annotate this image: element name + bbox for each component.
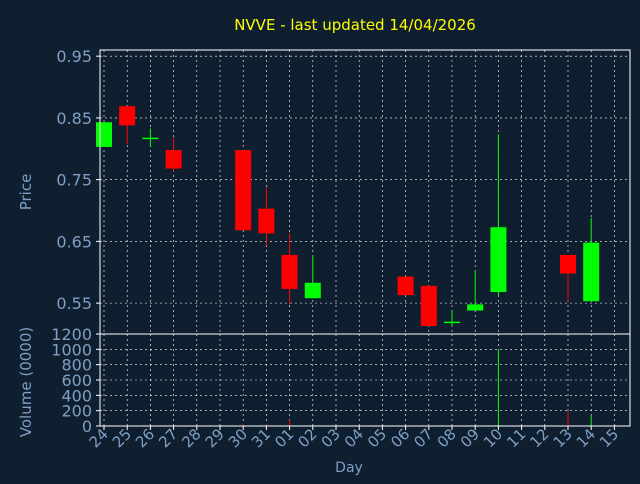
- candle-body: [397, 276, 414, 296]
- candle-08: [444, 310, 460, 326]
- price-tick-label: 0.55: [56, 294, 92, 313]
- candle-06: [397, 276, 414, 296]
- volume-tick-label: 1200: [51, 325, 92, 344]
- candle-body: [235, 150, 252, 231]
- price-frame: [99, 49, 631, 335]
- chart-title: NVVE - last updated 14/04/2026: [234, 16, 476, 34]
- candle-27: [165, 137, 182, 172]
- price-tick-label: 0.85: [56, 109, 92, 128]
- candle-01: [281, 233, 298, 305]
- candle-02: [304, 254, 321, 299]
- candle-body: [165, 150, 182, 169]
- candle-31: [258, 187, 275, 246]
- candle-body: [583, 242, 600, 302]
- candle-body: [96, 122, 112, 147]
- volume-tick-label: 200: [61, 402, 92, 421]
- x-axis-label: Day: [335, 460, 363, 476]
- volume-tick-label: 800: [61, 356, 92, 375]
- candle-body: [444, 321, 460, 324]
- candle-26: [142, 128, 159, 147]
- candle-body: [258, 208, 275, 234]
- price-axis-label: Price: [17, 174, 35, 211]
- candle-body: [420, 285, 437, 326]
- volume-tick-label: 1000: [51, 340, 92, 359]
- candle-13: [560, 254, 576, 302]
- candle-body: [490, 227, 507, 293]
- candle-10: [490, 134, 507, 296]
- candle-25: [119, 106, 136, 144]
- volume-tick-label: 400: [61, 386, 92, 405]
- candle-09: [467, 270, 484, 311]
- x-tick-label: 15: [596, 425, 622, 451]
- volume-panel: 1200100080060040020002425262728293031010…: [51, 325, 631, 451]
- volume-axis-label: Volume (0000): [17, 327, 35, 437]
- candle-07: [420, 285, 437, 326]
- price-panel: 0.95 0.85 0.75 0.65 0.55: [56, 47, 631, 335]
- candle-body: [142, 137, 159, 140]
- volume-tick-label: 600: [61, 371, 92, 390]
- price-tick-label: 0.95: [56, 47, 92, 66]
- candle-body: [560, 254, 576, 274]
- candle-30: [235, 150, 252, 231]
- candle-body: [281, 254, 298, 289]
- volume-frame: [99, 333, 631, 427]
- candle-14: [583, 217, 600, 302]
- candle-body: [467, 304, 484, 311]
- candle-24: [96, 122, 112, 147]
- volume-tick-label: 0: [82, 417, 92, 436]
- price-tick-label: 0.75: [56, 171, 92, 190]
- candle-body: [119, 106, 136, 126]
- price-tick-label: 0.65: [56, 232, 92, 251]
- candle-body: [304, 282, 321, 299]
